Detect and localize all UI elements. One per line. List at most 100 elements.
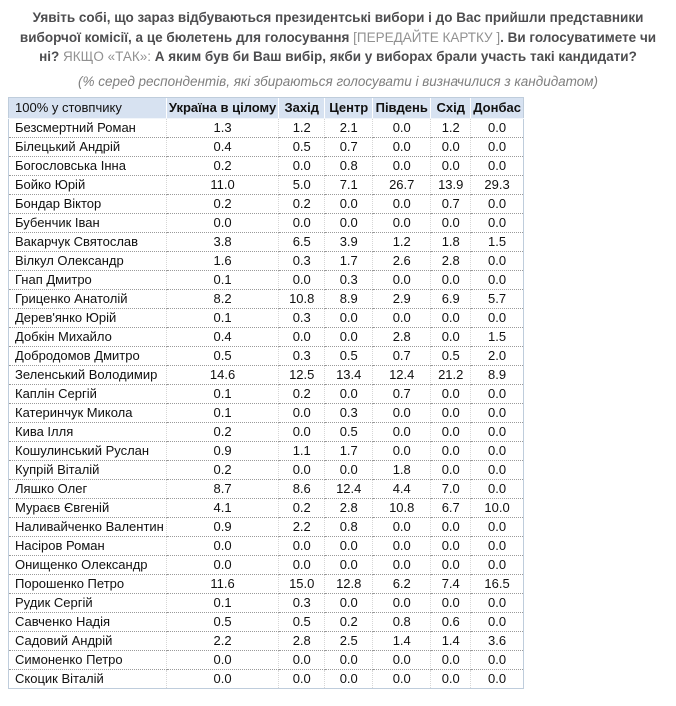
value-cell: 0.0 — [470, 441, 524, 461]
value-cell: 0.3 — [278, 593, 326, 613]
value-cell: 3.6 — [470, 631, 524, 651]
value-cell: 0.0 — [430, 517, 472, 537]
column-header: Захід — [278, 97, 326, 119]
value-cell: 8.9 — [324, 289, 374, 309]
value-cell: 0.0 — [278, 536, 326, 556]
value-cell: 2.2 — [278, 517, 326, 537]
candidate-name-cell: Насіров Роман — [8, 536, 167, 556]
value-cell: 0.0 — [324, 213, 374, 233]
value-cell: 0.0 — [278, 156, 326, 176]
value-cell: 0.0 — [430, 669, 472, 689]
value-cell: 0.0 — [372, 441, 432, 461]
candidate-name-cell: Катеринчук Микола — [8, 403, 167, 423]
value-cell: 15.0 — [278, 574, 326, 594]
value-cell: 7.0 — [430, 479, 472, 499]
value-cell: 5.0 — [278, 175, 326, 195]
value-cell: 0.0 — [470, 650, 524, 670]
table-row: Садовий Андрій 2.2 2.8 2.5 1.4 1.4 3.6 — [8, 631, 524, 651]
value-cell: 2.8 — [324, 498, 374, 518]
value-cell: 0.0 — [372, 403, 432, 423]
candidate-name-cell: Бондар Віктор — [8, 194, 167, 214]
value-cell: 0.0 — [166, 555, 280, 575]
value-cell: 0.9 — [166, 517, 280, 537]
value-cell: 0.0 — [470, 536, 524, 556]
candidate-name-cell: Порошенко Петро — [8, 574, 167, 594]
value-cell: 1.6 — [166, 251, 280, 271]
value-cell: 2.5 — [324, 631, 374, 651]
value-cell: 0.6 — [430, 612, 472, 632]
value-cell: 2.8 — [278, 631, 326, 651]
value-cell: 1.8 — [430, 232, 472, 252]
value-cell: 0.0 — [470, 156, 524, 176]
subtitle-note: (% серед респондентів, які збираються го… — [77, 73, 599, 89]
question-segment: [ПЕРЕДАЙТЕ КАРТКУ ] — [353, 29, 501, 45]
value-cell: 0.2 — [166, 422, 280, 442]
table-row: Онищенко Олександр 0.0 0.0 0.0 0.0 0.0 0.0 — [8, 555, 524, 575]
value-cell: 0.2 — [166, 460, 280, 480]
value-cell: 3.8 — [166, 232, 280, 252]
value-cell: 0.0 — [372, 650, 432, 670]
table-row: Кошулинський Руслан 0.9 1.1 1.7 0.0 0.0 0.0 — [8, 441, 524, 461]
value-cell: 0.0 — [430, 403, 472, 423]
value-cell: 0.0 — [324, 194, 374, 214]
column-header: Схід — [430, 97, 472, 119]
value-cell: 0.0 — [324, 384, 374, 404]
value-cell: 0.0 — [430, 650, 472, 670]
table-row: Зеленський Володимир 14.6 12.5 13.4 12.4 21.2… — [8, 365, 524, 385]
candidate-name-cell: Кива Ілля — [8, 422, 167, 442]
value-cell: 0.0 — [430, 270, 472, 290]
value-cell: 0.0 — [470, 612, 524, 632]
value-cell: 0.0 — [430, 327, 472, 347]
candidate-name-cell: Наливайченко Валентин — [8, 517, 167, 537]
value-cell: 0.0 — [372, 422, 432, 442]
value-cell: 5.7 — [470, 289, 524, 309]
value-cell: 12.4 — [372, 365, 432, 385]
value-cell: 1.2 — [372, 232, 432, 252]
value-cell: 0.2 — [278, 498, 326, 518]
value-cell: 0.0 — [470, 422, 524, 442]
value-cell: 1.4 — [372, 631, 432, 651]
value-cell: 0.0 — [430, 536, 472, 556]
value-cell: 0.0 — [166, 213, 280, 233]
value-cell: 0.0 — [324, 308, 374, 328]
value-cell: 0.3 — [278, 251, 326, 271]
question-segment: . Ви голосуватимете чи ні? — [39, 29, 657, 65]
value-cell: 0.0 — [470, 555, 524, 575]
table-row: Безсмертний Роман 1.3 1.2 2.1 0.0 1.2 0.0 — [8, 118, 524, 138]
value-cell: 0.5 — [278, 612, 326, 632]
candidate-name-cell: Білецький Андрій — [8, 137, 167, 157]
candidate-name-cell: Купрій Віталій — [8, 460, 167, 480]
value-cell: 7.1 — [324, 175, 374, 195]
candidate-name-cell: Симоненко Петро — [8, 650, 167, 670]
table-row: Мураєв Євгеній 4.1 0.2 2.8 10.8 6.7 10.0 — [8, 498, 524, 518]
value-cell: 1.2 — [430, 118, 472, 138]
value-cell: 0.0 — [372, 213, 432, 233]
value-cell: 1.5 — [470, 327, 524, 347]
value-cell: 8.7 — [166, 479, 280, 499]
value-cell: 0.0 — [324, 669, 374, 689]
value-cell: 0.1 — [166, 270, 280, 290]
value-cell: 0.1 — [166, 403, 280, 423]
table-row: Кива Ілля 0.2 0.0 0.5 0.0 0.0 0.0 — [8, 422, 524, 442]
value-cell: 0.0 — [430, 156, 472, 176]
candidate-name-cell: Скоцик Віталій — [8, 669, 167, 689]
value-cell: 29.3 — [470, 175, 524, 195]
value-cell: 0.5 — [324, 422, 374, 442]
value-cell: 0.0 — [430, 593, 472, 613]
candidate-name-cell: Кошулинський Руслан — [8, 441, 167, 461]
value-cell: 0.5 — [166, 346, 280, 366]
table-row: Добкін Михайло 0.4 0.0 0.0 2.8 0.0 1.5 — [8, 327, 524, 347]
value-cell: 0.0 — [324, 593, 374, 613]
value-cell: 0.0 — [470, 308, 524, 328]
candidate-name-cell: Безсмертний Роман — [8, 118, 167, 138]
table-row: Дерев'янко Юрій 0.1 0.3 0.0 0.0 0.0 0.0 — [8, 308, 524, 328]
value-cell: 8.6 — [278, 479, 326, 499]
value-cell: 0.0 — [372, 555, 432, 575]
value-cell: 0.3 — [278, 308, 326, 328]
value-cell: 16.5 — [470, 574, 524, 594]
table-row: Вакарчук Святослав 3.8 6.5 3.9 1.2 1.8 1.5 — [8, 232, 524, 252]
value-cell: 0.7 — [372, 346, 432, 366]
table-row: Вілкул Олександр 1.6 0.3 1.7 2.6 2.8 0.0 — [8, 251, 524, 271]
value-cell: 10.8 — [372, 498, 432, 518]
value-cell: 2.2 — [166, 631, 280, 651]
